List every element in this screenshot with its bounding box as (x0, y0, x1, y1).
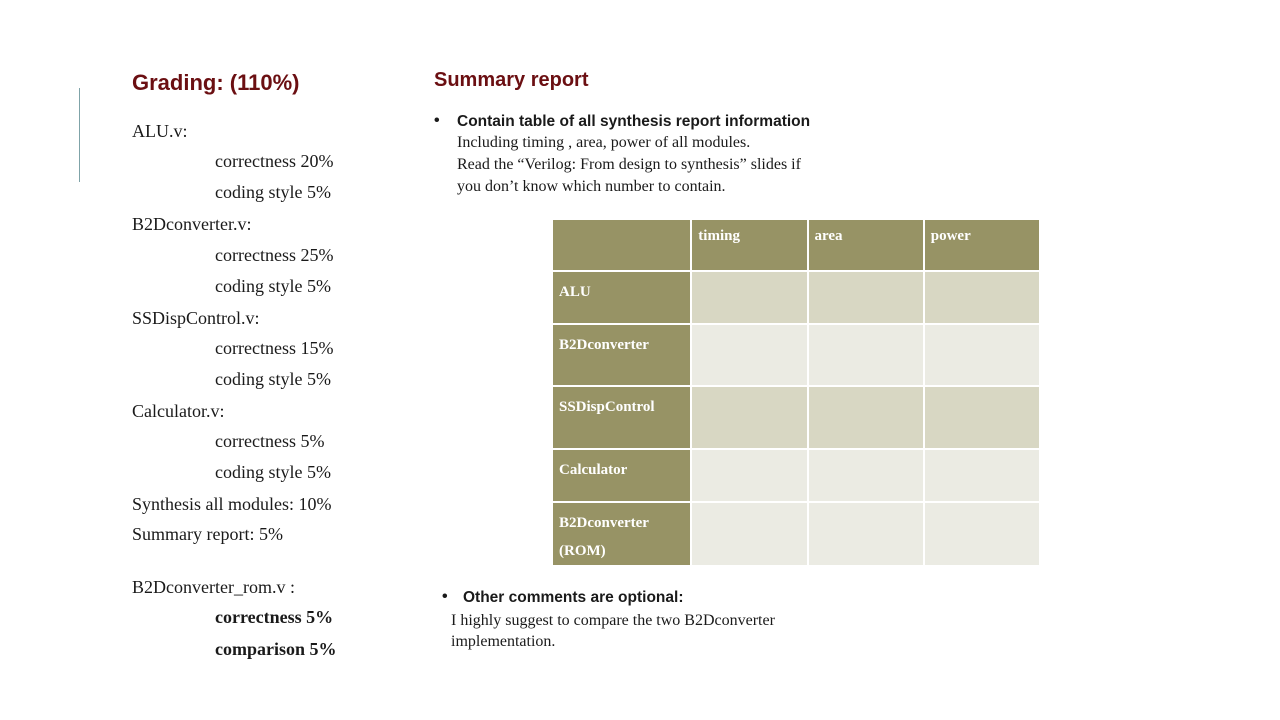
bullet-2-heading: Other comments are optional: (463, 589, 684, 606)
bullet-1-heading: Contain table of all synthesis report in… (457, 113, 811, 130)
grading-module-ssdispcontrol: SSDispControl.v: (132, 308, 260, 328)
grading-module-alu: ALU.v: (132, 121, 188, 141)
grading-title: Grading: (110%) (132, 70, 300, 95)
grading-item-calc-correctness: correctness 5% (215, 431, 325, 451)
slide-accent-line (79, 88, 80, 182)
bullet-dot-2: • (442, 588, 448, 605)
bullet-1-line-3: you don’t know which number to contain. (457, 178, 726, 195)
table-row: B2Dconverter (ROM) (550, 501, 1042, 567)
table-row: ALU (550, 270, 1042, 325)
table-cell-ssd-power (922, 385, 1042, 450)
grading-item-b2d-correctness: correctness 25% (215, 245, 334, 265)
table-cell-rom-area (806, 501, 925, 567)
table-header-timing: timing (690, 218, 809, 272)
table-row-label-alu: ALU (550, 270, 693, 325)
bullet-1-line-1: Including timing , area, power of all mo… (457, 134, 751, 151)
table-row-label-b2dconverter: B2Dconverter (550, 323, 693, 387)
grading-summary-report: Summary report: 5% (132, 524, 283, 544)
summary-title: Summary report (434, 69, 589, 91)
grading-item-ssd-coding-style: coding style 5% (215, 369, 331, 389)
grading-item-rom-correctness: correctness 5% (215, 607, 334, 627)
table-cell-b2d-power (922, 323, 1042, 387)
grading-item-ssd-correctness: correctness 15% (215, 338, 334, 358)
grading-item-calc-coding-style: coding style 5% (215, 462, 331, 482)
table-row: B2Dconverter (550, 323, 1042, 387)
bullet-2-line-2: implementation. (451, 633, 556, 650)
table-cell-alu-area (806, 270, 925, 325)
summary-table: timing area power ALU B2Dconverter SSDis… (550, 218, 1042, 567)
table-cell-rom-timing (690, 501, 809, 567)
grading-item-rom-comparison: comparison 5% (215, 639, 337, 659)
grading-module-b2dconverter: B2Dconverter.v: (132, 214, 252, 234)
grading-item-alu-correctness: correctness 20% (215, 151, 334, 171)
table-cell-b2d-area (806, 323, 925, 387)
table-cell-calc-area (806, 448, 925, 503)
table-cell-calc-power (922, 448, 1042, 503)
table-cell-ssd-timing (690, 385, 809, 450)
table-header-area: area (806, 218, 925, 272)
bullet-dot-1: • (434, 112, 440, 129)
table-cell-calc-timing (690, 448, 809, 503)
table-cell-alu-timing (690, 270, 809, 325)
table-header-power: power (922, 218, 1042, 272)
table-row-label-calculator: Calculator (550, 448, 693, 503)
table-row: Calculator (550, 448, 1042, 503)
table-row-label-b2d-rom: B2Dconverter (ROM) (550, 501, 693, 567)
table-row: SSDispControl (550, 385, 1042, 450)
grading-item-alu-coding-style: coding style 5% (215, 182, 331, 202)
table-cell-ssd-area (806, 385, 925, 450)
table-row-label-ssdispcontrol: SSDispControl (550, 385, 693, 450)
grading-module-b2d-rom: B2Dconverter_rom.v : (132, 577, 295, 597)
table-cell-alu-power (922, 270, 1042, 325)
table-cell-b2d-timing (690, 323, 809, 387)
grading-synthesis-all: Synthesis all modules: 10% (132, 494, 332, 514)
bullet-2-line-1: I highly suggest to compare the two B2Dc… (451, 612, 775, 629)
table-cell-rom-power (922, 501, 1042, 567)
grading-item-b2d-coding-style: coding style 5% (215, 276, 331, 296)
bullet-1-line-2: Read the “Verilog: From design to synthe… (457, 156, 801, 173)
table-corner-cell (550, 218, 693, 272)
grading-module-calculator: Calculator.v: (132, 401, 225, 421)
table-header-row: timing area power (550, 218, 1042, 272)
